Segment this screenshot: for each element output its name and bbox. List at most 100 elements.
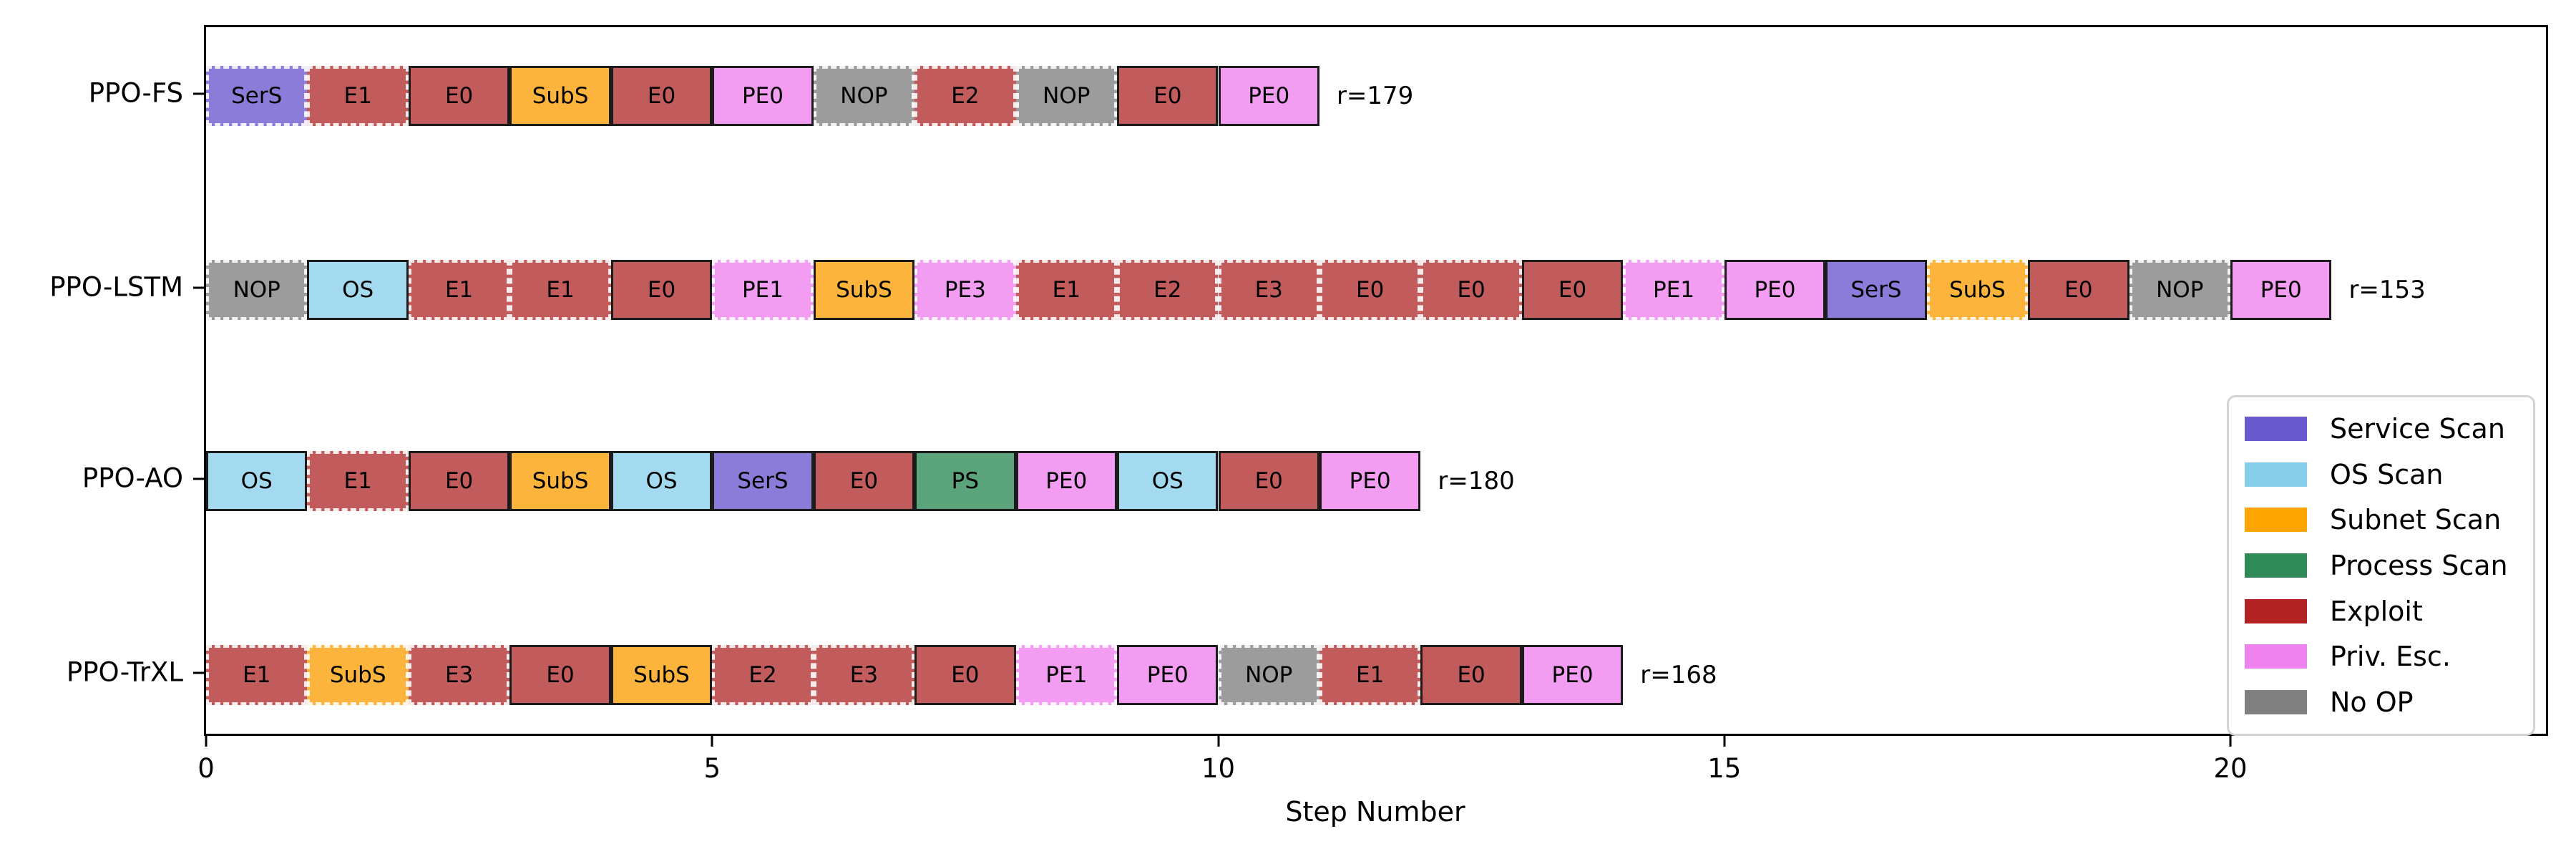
legend-label: Process Scan: [2330, 549, 2508, 581]
action-box-e3: E3: [408, 645, 510, 705]
x-tick-mark: [1723, 736, 1726, 747]
action-box-e0: E0: [1117, 66, 1219, 126]
subnet-scan-swatch: [2245, 508, 2307, 533]
action-box-pe0: PE0: [1117, 645, 1219, 705]
y-tick-mark: [193, 477, 204, 480]
service-scan-swatch: [2245, 416, 2307, 441]
action-box-e0: E0: [509, 645, 611, 705]
x-tick-mark: [711, 736, 713, 747]
action-box-subs: SubS: [307, 645, 409, 705]
action-box-os: OS: [610, 451, 713, 511]
legend-label: Service Scan: [2330, 412, 2505, 445]
legend: Service Scan OS Scan Subnet Scan Process Sc…: [2227, 395, 2535, 736]
x-tick-mark: [205, 736, 208, 747]
action-box-e1: E1: [1015, 260, 1118, 320]
action-box-subs: SubS: [813, 260, 915, 320]
action-box-os: OS: [1117, 451, 1219, 511]
action-box-sers: SerS: [712, 451, 814, 511]
action-box-e0: E0: [610, 66, 713, 126]
action-box-ps: PS: [914, 451, 1016, 511]
legend-item: Service Scan: [2245, 415, 2526, 442]
y-axis-label: PPO-FS: [88, 77, 183, 109]
action-box-os: OS: [206, 451, 308, 511]
y-axis-label: PPO-AO: [82, 462, 183, 494]
action-box-nop: NOP: [2129, 260, 2230, 320]
y-tick-mark: [193, 92, 204, 95]
action-box-nop: NOP: [1015, 66, 1118, 126]
action-box-nop: NOP: [206, 260, 308, 320]
x-tick-label: 10: [1201, 753, 1236, 784]
action-box-e0: E0: [1420, 645, 1522, 705]
action-box-e0: E0: [2028, 260, 2129, 320]
action-box-os: OS: [307, 260, 409, 320]
action-box-nop: NOP: [813, 66, 915, 126]
action-box-e1: E1: [206, 645, 308, 705]
action-box-pe0: PE0: [1319, 451, 1421, 511]
action-box-pe0: PE0: [2230, 260, 2332, 320]
action-box-pe0: PE0: [1015, 451, 1118, 511]
action-box-e1: E1: [408, 260, 510, 320]
legend-label: OS Scan: [2330, 458, 2444, 490]
y-axis-label: PPO-LSTM: [49, 271, 183, 303]
process-scan-swatch: [2245, 553, 2307, 578]
action-box-subs: SubS: [1926, 260, 2029, 320]
action-box-e0: E0: [1521, 260, 1624, 320]
action-box-pe0: PE0: [712, 66, 814, 126]
x-tick-label: 0: [197, 753, 215, 784]
reward-label: r=179: [1336, 82, 1414, 110]
action-box-subs: SubS: [509, 66, 611, 126]
action-box-e3: E3: [813, 645, 915, 705]
x-tick-label: 20: [2213, 753, 2248, 784]
x-axis-title: Step Number: [1285, 796, 1465, 828]
action-box-e0: E0: [408, 451, 510, 511]
action-box-e1: E1: [509, 260, 611, 320]
action-box-subs: SubS: [509, 451, 611, 511]
legend-label: Exploit: [2330, 595, 2423, 627]
legend-label: Subnet Scan: [2330, 504, 2502, 536]
action-box-pe0: PE0: [1724, 260, 1826, 320]
action-box-e2: E2: [914, 66, 1016, 126]
reward-label: r=153: [2348, 276, 2426, 304]
action-box-e2: E2: [1117, 260, 1219, 320]
action-box-subs: SubS: [610, 645, 713, 705]
action-box-e2: E2: [712, 645, 814, 705]
legend-item: Process Scan: [2245, 552, 2526, 579]
action-box-e0: E0: [610, 260, 713, 320]
reward-label: r=180: [1438, 467, 1515, 495]
no-op-swatch: [2245, 690, 2307, 715]
action-box-nop: NOP: [1218, 645, 1319, 705]
action-box-e0: E0: [1319, 260, 1421, 320]
action-box-e1: E1: [1319, 645, 1421, 705]
x-tick-mark: [1217, 736, 1219, 747]
legend-label: Priv. Esc.: [2330, 641, 2451, 673]
reward-label: r=168: [1640, 661, 1717, 689]
action-box-sers: SerS: [1825, 260, 1927, 320]
action-box-e0: E0: [1420, 260, 1522, 320]
action-box-e0: E0: [813, 451, 915, 511]
x-tick-label: 5: [703, 753, 721, 784]
action-box-pe0: PE0: [1521, 645, 1624, 705]
legend-item: Subnet Scan: [2245, 506, 2526, 533]
action-box-e1: E1: [307, 66, 409, 126]
plot-area: SerS E1 E0 SubS E0 PE0 NOP E2 NOP E0 PE0 r=179 NOP OS…: [204, 25, 2548, 736]
legend-item: Priv. Esc.: [2245, 643, 2526, 670]
x-tick-mark: [2229, 736, 2232, 747]
legend-item: OS Scan: [2245, 461, 2526, 488]
action-box-pe3: PE3: [914, 260, 1016, 320]
y-tick-mark: [193, 286, 204, 289]
action-box-e0: E0: [408, 66, 510, 126]
action-box-e1: E1: [307, 451, 409, 511]
action-box-pe1: PE1: [1015, 645, 1118, 705]
legend-item: Exploit: [2245, 598, 2526, 625]
os-scan-swatch: [2245, 462, 2307, 487]
y-tick-mark: [193, 671, 204, 674]
action-box-pe1: PE1: [712, 260, 814, 320]
x-tick-label: 15: [1707, 753, 1742, 784]
priv-esc-swatch: [2245, 644, 2307, 669]
action-box-e3: E3: [1218, 260, 1319, 320]
legend-label: No OP: [2330, 686, 2414, 719]
exploit-swatch: [2245, 598, 2307, 623]
y-axis-label: PPO-TrXL: [66, 656, 183, 688]
action-box-sers: SerS: [206, 66, 308, 126]
